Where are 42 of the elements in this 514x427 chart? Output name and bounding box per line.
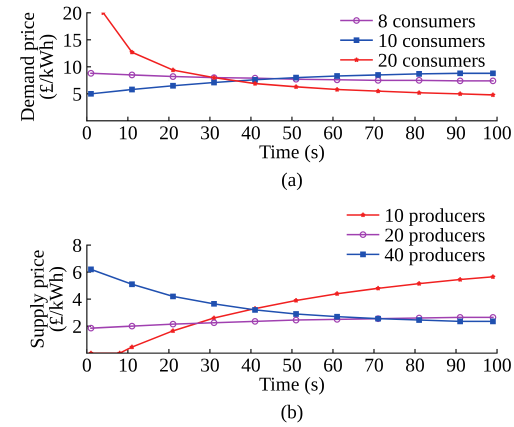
x-tick-label: 70 (366, 358, 383, 372)
x-tick-label: 0 (82, 126, 91, 140)
x-tick-label: 50 (283, 126, 301, 140)
legend-label: 10 consumers (380, 34, 485, 48)
x-tick-label: 80 (406, 358, 424, 372)
y-tick-label: 2 (73, 320, 81, 333)
x-tick-label: 40 (242, 358, 260, 372)
legend-label: 8 consumers (378, 14, 475, 28)
x-tick-label: 30 (201, 126, 219, 140)
text: (b) (281, 404, 302, 422)
x-axis-title: Time (s) (259, 377, 324, 395)
x-tick-label: 20 (160, 126, 178, 140)
x-tick-label: 90 (446, 358, 465, 372)
text: (a) (282, 172, 302, 190)
x-tick-label: 10 (120, 358, 137, 372)
legend-label: 40 producers (384, 248, 485, 266)
x-tick-label: 50 (283, 358, 301, 372)
legend-label: 20 consumers (378, 54, 485, 67)
x-axis-title: Time (s) (259, 144, 324, 162)
y-tick-label: 6 (73, 266, 82, 280)
y-tick-label: 15 (64, 34, 82, 47)
x-tick-label: 70 (366, 126, 383, 140)
x-tick-label: 60 (324, 126, 342, 140)
legend-label: 20 producers (385, 228, 485, 246)
x-tick-label: 0 (82, 358, 91, 372)
y-tick-label: 5 (73, 88, 82, 101)
x-tick-label: 100 (484, 126, 511, 140)
x-tick-label: 90 (446, 126, 465, 140)
legend-label: 10 producers (386, 208, 485, 226)
y-tick-label: 10 (64, 60, 82, 74)
y-tick-label: 8 (73, 238, 82, 252)
y-tick-label: 4 (72, 293, 82, 306)
x-tick-label: 10 (120, 126, 137, 140)
y-axis-title: Demand price (£/kWh) (20, 12, 58, 122)
x-tick-label: 60 (324, 358, 342, 372)
x-tick-label: 20 (160, 358, 178, 372)
x-tick-label: 30 (201, 358, 219, 372)
x-tick-label: 100 (484, 358, 511, 372)
x-tick-label: 40 (242, 126, 260, 140)
y-axis-title: Supply price (£/kWh) (30, 250, 67, 348)
x-tick-label: 80 (406, 126, 424, 140)
y-tick-label: 20 (63, 6, 82, 20)
